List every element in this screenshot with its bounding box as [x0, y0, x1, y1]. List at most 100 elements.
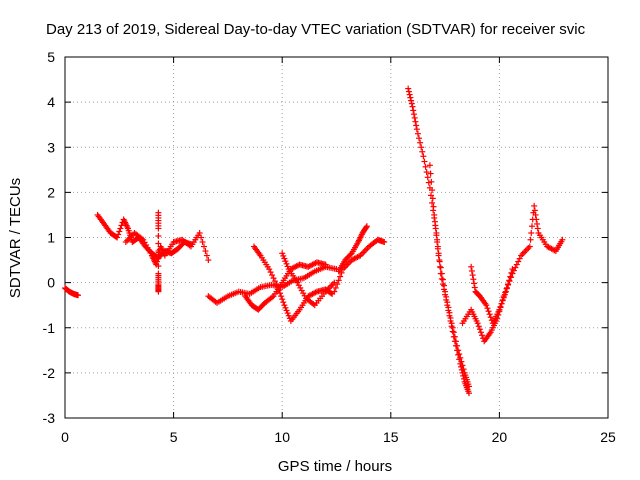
- data-point-marker: [438, 275, 445, 282]
- data-point-marker: [437, 264, 444, 271]
- data-point-marker: [559, 236, 566, 243]
- data-point-marker: [424, 174, 431, 181]
- data-point-marker: [410, 111, 417, 118]
- data-point-marker: [515, 258, 522, 265]
- data-point-marker: [196, 229, 203, 236]
- data-point-marker: [430, 203, 437, 210]
- data-point-marker: [486, 311, 493, 318]
- x-tick-label: 15: [383, 429, 399, 445]
- data-point-marker: [155, 240, 162, 247]
- data-point-marker: [433, 232, 440, 239]
- data-point-marker: [528, 229, 535, 236]
- data-point-marker: [500, 294, 507, 301]
- data-point-marker: [443, 293, 450, 300]
- data-point-marker: [452, 338, 459, 345]
- data-point-marker: [431, 211, 438, 218]
- data-point-marker: [116, 228, 123, 235]
- data-point-marker: [429, 187, 436, 194]
- data-point-marker: [281, 255, 288, 262]
- data-point-marker: [407, 94, 414, 101]
- data-point-marker: [278, 293, 285, 300]
- data-point-marker: [455, 347, 462, 354]
- data-point-marker: [411, 114, 418, 121]
- data-point-marker: [266, 266, 273, 273]
- data-point-marker: [115, 231, 122, 238]
- data-point-marker: [444, 299, 451, 306]
- data-point-marker: [434, 245, 441, 252]
- data-point-marker: [505, 281, 512, 288]
- data-point-marker: [470, 276, 477, 283]
- data-point-marker: [331, 288, 338, 295]
- data-point-marker: [409, 103, 416, 110]
- y-tick-label: 5: [47, 49, 55, 65]
- data-point-marker: [501, 291, 508, 298]
- y-axis-label: SDTVAR / TECUs: [7, 178, 24, 298]
- data-point-marker: [528, 223, 535, 230]
- data-point-marker: [381, 239, 388, 246]
- data-point-marker: [427, 170, 434, 177]
- data-point-marker: [410, 107, 417, 114]
- data-point-marker: [117, 225, 124, 232]
- data-point-marker: [457, 354, 464, 361]
- data-point-marker: [506, 277, 513, 284]
- data-point-marker: [280, 252, 287, 259]
- data-point-marker: [534, 220, 541, 227]
- data-point-marker: [432, 225, 439, 232]
- data-point-marker: [446, 309, 453, 316]
- data-point-marker: [418, 144, 425, 151]
- data-point-marker: [439, 276, 446, 283]
- data-point-marker: [527, 236, 534, 243]
- data-point-marker: [441, 282, 448, 289]
- data-point-marker: [198, 234, 205, 241]
- data-point-marker: [428, 178, 435, 185]
- data-point-marker: [408, 97, 415, 104]
- data-point-marker: [347, 251, 354, 258]
- data-point-marker: [408, 100, 415, 107]
- x-tick-label: 0: [61, 429, 69, 445]
- data-point-marker: [450, 329, 457, 336]
- data-point-marker: [526, 243, 533, 250]
- data-point-marker: [269, 272, 276, 279]
- x-axis: 0 5 10 15 20 25: [61, 57, 616, 445]
- data-point-marker: [203, 252, 210, 259]
- data-point-marker: [497, 303, 504, 310]
- data-point-marker: [271, 278, 278, 285]
- data-point-marker: [155, 288, 162, 295]
- data-point-marker: [423, 169, 430, 176]
- data-point-marker: [454, 342, 461, 349]
- data-point-marker: [332, 284, 339, 291]
- data-point-marker: [468, 263, 475, 270]
- data-point-marker: [531, 202, 538, 209]
- grid-lines: [65, 57, 608, 418]
- data-point-marker: [485, 308, 492, 315]
- data-point-marker: [484, 305, 491, 312]
- data-point-marker: [449, 324, 456, 331]
- data-point-marker: [471, 284, 478, 291]
- data-point-marker: [468, 267, 475, 274]
- data-point-marker: [533, 216, 540, 223]
- x-tick-label: 5: [170, 429, 178, 445]
- data-point-marker: [499, 297, 506, 304]
- y-tick-label: 1: [47, 230, 55, 246]
- y-axis: -3 -2 -1 0 1 2 3 4 5: [43, 49, 608, 426]
- y-tick-label: 2: [47, 184, 55, 200]
- data-point-marker: [155, 248, 162, 255]
- data-point-marker: [416, 135, 423, 142]
- data-point-marker: [277, 290, 284, 297]
- data-point-marker: [280, 299, 287, 306]
- data-point-marker: [465, 383, 472, 390]
- data-point-marker: [282, 304, 289, 311]
- data-point-marker: [460, 366, 467, 373]
- data-point-marker: [426, 162, 433, 169]
- data-points: [62, 85, 566, 397]
- y-tick-label: -1: [43, 320, 56, 336]
- data-point-marker: [328, 290, 335, 297]
- data-point-marker: [406, 91, 413, 98]
- data-point-marker: [435, 252, 442, 259]
- data-point-marker: [270, 275, 277, 282]
- data-point-marker: [513, 261, 520, 268]
- data-point-marker: [458, 358, 465, 365]
- data-point-marker: [474, 320, 481, 327]
- data-point-marker: [436, 258, 443, 265]
- data-point-marker: [447, 314, 454, 321]
